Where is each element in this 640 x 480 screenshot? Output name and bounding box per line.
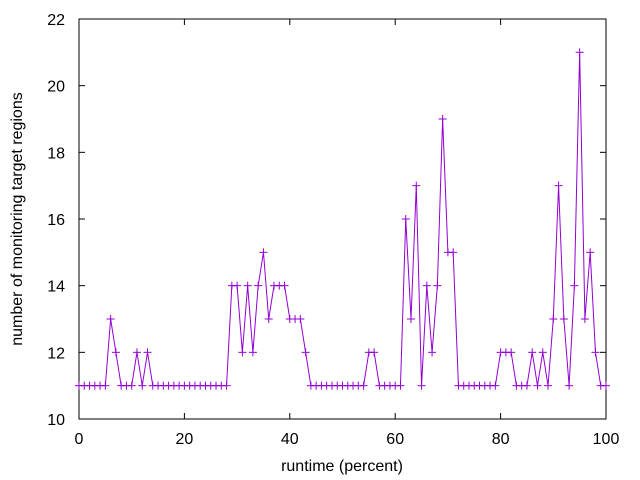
- y-tick-label: 20: [47, 79, 65, 96]
- data-point: [359, 381, 368, 390]
- data-point: [138, 381, 147, 390]
- data-point: [491, 381, 500, 390]
- plot-border: [78, 18, 607, 420]
- x-tick-label: 20: [176, 431, 194, 448]
- x-tick-label: 60: [386, 431, 404, 448]
- y-axis-label: number of monitoring target regions: [9, 92, 26, 345]
- data-point: [143, 348, 152, 357]
- data-point: [248, 348, 257, 357]
- data-point: [570, 281, 579, 290]
- data-point: [575, 48, 584, 57]
- y-tick-label: 12: [47, 345, 65, 362]
- data-point: [407, 315, 416, 323]
- data-point: [544, 381, 553, 390]
- data-point: [412, 181, 421, 190]
- plot-frame: [78, 18, 607, 420]
- x-tick-label: 100: [593, 431, 620, 448]
- y-axis-ticks: 10 12 14 16 18 20 22: [47, 12, 606, 429]
- data-point: [243, 281, 252, 290]
- x-tick-label: 0: [75, 431, 84, 448]
- data-point: [507, 348, 516, 357]
- x-axis-ticks: 0 20 40 60 80 100: [75, 19, 620, 448]
- data-point: [522, 381, 531, 390]
- data-point: [559, 315, 568, 323]
- data-point: [233, 281, 242, 290]
- data-point: [264, 315, 273, 323]
- data-point: [101, 381, 110, 390]
- data-point: [433, 281, 442, 290]
- data-point: [602, 381, 610, 390]
- data-point: [438, 115, 447, 123]
- data-point: [396, 381, 405, 390]
- x-axis-label: runtime (percent): [281, 458, 403, 475]
- data-point: [296, 315, 305, 323]
- data-point: [533, 381, 542, 390]
- data-point: [528, 348, 537, 357]
- data-point: [259, 248, 268, 257]
- y-tick-label: 18: [47, 145, 65, 162]
- data-point: [428, 348, 437, 357]
- data-point: [417, 381, 426, 390]
- x-tick-label: 40: [281, 431, 299, 448]
- data-point: [132, 348, 141, 357]
- data-point: [549, 315, 558, 323]
- x-tick-label: 80: [492, 431, 510, 448]
- y-tick-label: 16: [47, 212, 65, 229]
- data-point: [280, 281, 289, 290]
- series-line: [79, 52, 606, 387]
- data-point: [222, 381, 231, 390]
- y-tick-label: 14: [47, 279, 65, 296]
- data-point: [401, 215, 410, 223]
- data-point: [370, 348, 379, 357]
- series-layer: [75, 48, 610, 390]
- data-point: [580, 315, 589, 323]
- data-point: [565, 381, 574, 390]
- data-point: [127, 381, 136, 390]
- data-point: [422, 281, 431, 290]
- data-point: [106, 315, 115, 323]
- data-point: [301, 348, 310, 357]
- data-point: [111, 348, 120, 357]
- data-point: [254, 281, 263, 290]
- data-point: [449, 248, 458, 257]
- y-tick-label: 22: [47, 12, 65, 29]
- data-point: [554, 181, 563, 190]
- data-point: [238, 348, 247, 357]
- data-point: [538, 348, 547, 357]
- y-tick-label: 10: [47, 412, 65, 429]
- data-point: [591, 348, 600, 357]
- data-point: [586, 248, 595, 257]
